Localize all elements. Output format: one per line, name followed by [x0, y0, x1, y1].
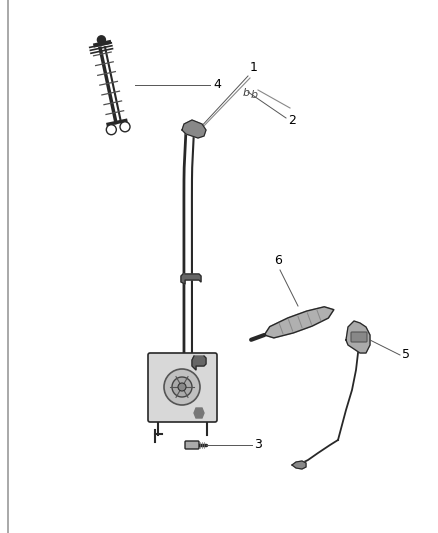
- FancyBboxPatch shape: [185, 441, 199, 449]
- Text: $\mathit{b}$: $\mathit{b}$: [242, 86, 251, 98]
- Circle shape: [164, 369, 200, 405]
- Circle shape: [120, 122, 130, 132]
- Text: 4: 4: [213, 78, 221, 92]
- Text: 5: 5: [402, 349, 410, 361]
- FancyBboxPatch shape: [351, 332, 367, 342]
- Polygon shape: [264, 307, 334, 338]
- Circle shape: [106, 125, 117, 135]
- Circle shape: [97, 36, 106, 44]
- Text: 2: 2: [288, 114, 296, 126]
- Circle shape: [172, 377, 192, 397]
- Polygon shape: [346, 321, 370, 353]
- Text: 6: 6: [274, 254, 282, 267]
- Circle shape: [178, 383, 186, 391]
- FancyBboxPatch shape: [148, 353, 217, 422]
- Polygon shape: [292, 461, 306, 469]
- Polygon shape: [182, 120, 206, 138]
- Polygon shape: [192, 356, 206, 370]
- Polygon shape: [181, 274, 201, 284]
- Text: 3: 3: [254, 439, 262, 451]
- Text: 1: 1: [250, 61, 258, 74]
- Text: $\mathit{b}$: $\mathit{b}$: [250, 88, 258, 100]
- Polygon shape: [194, 408, 204, 418]
